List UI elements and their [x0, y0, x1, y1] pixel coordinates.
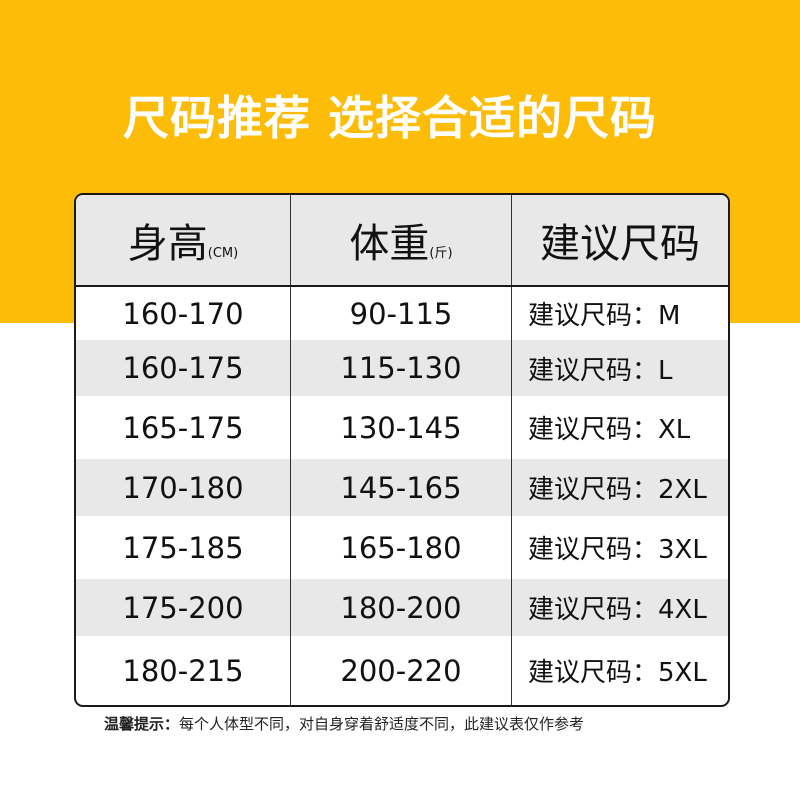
table-row: 165-175 130-145 建议尺码：XL: [76, 396, 728, 459]
cell-height: 165-175: [76, 396, 291, 459]
cell-weight: 180-200: [291, 579, 512, 636]
cell-size: 建议尺码：XL: [528, 415, 691, 445]
header-height-label: 身高: [127, 221, 208, 267]
table-row: 175-185 165-180 建议尺码：3XL: [76, 516, 728, 579]
cell-size: 建议尺码：5XL: [528, 658, 707, 688]
header-weight-unit: (斤): [429, 246, 453, 261]
note-text: 每个人体型不同，对自身穿着舒适度不同，此建议表仅作参考: [179, 715, 585, 733]
table-row: 170-180 145-165 建议尺码：2XL: [76, 459, 728, 516]
page-title: 尺码推荐 选择合适的尺码: [122, 91, 657, 145]
cell-weight: 130-145: [291, 396, 512, 459]
cell-height: 160-175: [76, 340, 291, 396]
cell-size: 建议尺码：M: [528, 301, 681, 331]
table-row: 180-215 200-220 建议尺码：5XL: [76, 636, 728, 705]
note-label: 温馨提示：: [104, 715, 180, 733]
header-weight: 体重 (斤): [291, 195, 512, 285]
cell-size: 建议尺码：2XL: [528, 475, 707, 505]
size-table: 身高 (CM) 体重 (斤) 建议尺码 160-170 90-115 建议尺码：M 160…: [74, 193, 730, 707]
cell-size: 建议尺码：L: [528, 355, 673, 386]
cell-height: 175-200: [76, 579, 291, 636]
table-row: 160-170 90-115 建议尺码：M: [76, 287, 728, 340]
cell-weight: 165-180: [291, 516, 512, 579]
cell-weight: 200-220: [291, 636, 512, 705]
cell-height: 170-180: [76, 459, 291, 516]
cell-weight: 145-165: [291, 459, 512, 516]
cell-height: 160-170: [76, 287, 291, 340]
table-row: 175-200 180-200 建议尺码：4XL: [76, 579, 728, 636]
note: 温馨提示：每个人体型不同，对自身穿着舒适度不同，此建议表仅作参考: [104, 713, 584, 734]
table-header: 身高 (CM) 体重 (斤) 建议尺码: [76, 195, 728, 287]
header-height: 身高 (CM): [76, 195, 291, 285]
header-weight-label: 体重: [349, 221, 430, 267]
header-size: 建议尺码: [540, 221, 700, 267]
cell-weight: 115-130: [291, 340, 512, 396]
cell-height: 180-215: [76, 636, 291, 705]
header-height-unit: (CM): [207, 246, 239, 261]
table-row: 160-175 115-130 建议尺码：L: [76, 340, 728, 396]
cell-size: 建议尺码：4XL: [528, 595, 707, 625]
cell-size: 建议尺码：3XL: [528, 535, 707, 565]
cell-height: 175-185: [76, 516, 291, 579]
cell-weight: 90-115: [291, 287, 512, 340]
